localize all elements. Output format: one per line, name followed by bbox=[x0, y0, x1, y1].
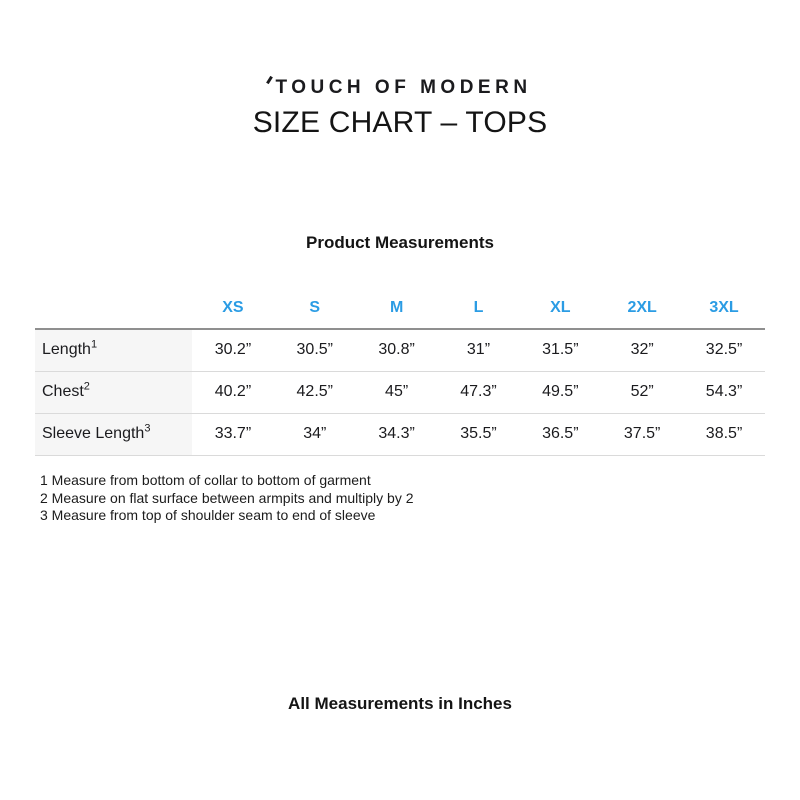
measurement-cell: 34” bbox=[273, 413, 356, 456]
measurement-cell: 30.8” bbox=[355, 329, 438, 372]
measurement-cell: 36.5” bbox=[519, 413, 602, 456]
brand-logo: TOUCH OF MODERN bbox=[0, 75, 800, 99]
footnote-ref: 3 bbox=[144, 422, 151, 435]
measurement-cell: 45” bbox=[355, 371, 438, 414]
measurement-cell: 31.5” bbox=[519, 329, 602, 372]
table-row-sleeve-length: Sleeve Length3 33.7” 34” 34.3” 35.5” 36.… bbox=[35, 413, 765, 456]
footer-note: All Measurements in Inches bbox=[288, 694, 512, 713]
section-subtitle: Product Measurements bbox=[306, 233, 494, 252]
measurement-cell: 40.2” bbox=[192, 371, 274, 414]
measurement-cell: 30.2” bbox=[192, 329, 274, 372]
size-header-l: L bbox=[437, 277, 520, 330]
footnotes-block: 1 Measure from bottom of collar to botto… bbox=[40, 472, 414, 525]
size-header-m: M bbox=[355, 277, 438, 330]
size-header-s: S bbox=[273, 277, 356, 330]
table-row-length: Length1 30.2” 30.5” 30.8” 31” 31.5” 32” … bbox=[35, 329, 765, 372]
page-title: SIZE CHART – TOPS bbox=[252, 106, 548, 139]
measurement-cell: 37.5” bbox=[601, 413, 684, 456]
measurement-cell: 38.5” bbox=[683, 413, 765, 456]
size-chart-table: XS S M L XL 2XL 3XL Length1 30.2” 30.5” … bbox=[35, 277, 765, 456]
measurement-cell: 31” bbox=[437, 329, 520, 372]
size-header-xl: XL bbox=[519, 277, 602, 330]
measurement-cell: 33.7” bbox=[192, 413, 274, 456]
footnote-2: 2 Measure on flat surface between armpit… bbox=[40, 489, 414, 506]
measurement-cell: 54.3” bbox=[683, 371, 765, 414]
size-header-3xl: 3XL bbox=[683, 277, 765, 330]
measurement-cell: 34.3” bbox=[355, 413, 438, 456]
measurement-cell: 32” bbox=[601, 329, 684, 372]
footnote-ref: 2 bbox=[83, 380, 90, 393]
row-label-length: Length1 bbox=[35, 329, 192, 372]
table-row-chest: Chest2 40.2” 42.5” 45” 47.3” 49.5” 52” 5… bbox=[35, 371, 765, 414]
row-label-chest: Chest2 bbox=[35, 371, 192, 414]
measurement-cell: 42.5” bbox=[273, 371, 356, 414]
size-header-row: XS S M L XL 2XL 3XL bbox=[35, 277, 765, 330]
measurement-cell: 30.5” bbox=[273, 329, 356, 372]
measurement-cell: 32.5” bbox=[683, 329, 765, 372]
measurement-cell: 35.5” bbox=[437, 413, 520, 456]
footnote-3: 3 Measure from top of shoulder seam to e… bbox=[40, 507, 376, 524]
logo-tick-icon bbox=[266, 75, 274, 85]
footnote-1: 1 Measure from bottom of collar to botto… bbox=[40, 472, 371, 488]
measurement-cell: 52” bbox=[601, 371, 684, 414]
measurement-cell: 47.3” bbox=[437, 371, 520, 414]
measurement-cell: 49.5” bbox=[519, 371, 602, 414]
footnote-ref: 1 bbox=[90, 338, 98, 351]
brand-logo-text: TOUCH OF MODERN bbox=[275, 77, 532, 98]
size-header-xs: XS bbox=[192, 277, 274, 330]
size-header-empty-cell bbox=[35, 277, 192, 330]
size-header-2xl: 2XL bbox=[601, 277, 684, 330]
row-label-sleeve-length: Sleeve Length3 bbox=[35, 413, 192, 456]
